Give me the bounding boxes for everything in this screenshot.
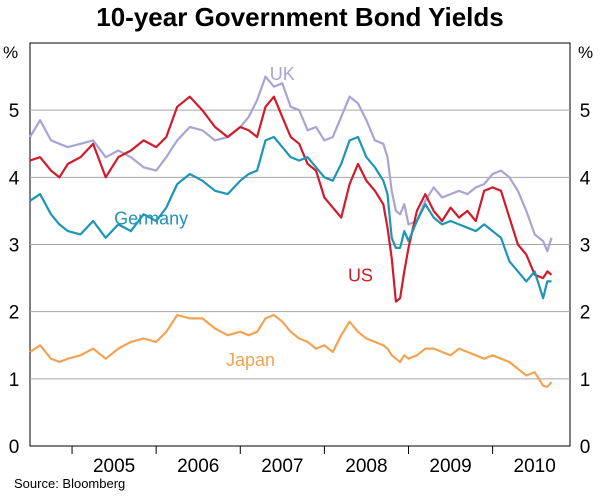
y-axis-right: 0 1 2 3 4 5 — [580, 101, 591, 458]
series-line-uk — [29, 75, 553, 253]
y-tick-label-left: 1 — [9, 370, 20, 391]
y-tick-label-left: 3 — [9, 236, 20, 257]
series-label-germany: Germany — [114, 208, 188, 228]
series-label-us: US — [348, 265, 373, 285]
x-tick-label: 2008 — [345, 456, 387, 477]
y-tick-label-right: 1 — [580, 370, 591, 391]
x-tick-label: 2007 — [261, 456, 303, 477]
series-label-uk: UK — [270, 64, 295, 84]
y-tick-label-right: 3 — [580, 236, 591, 257]
series-line-japan — [29, 313, 553, 388]
y-unit-left: % — [3, 43, 18, 62]
y-tick-label-left: 4 — [9, 168, 20, 189]
series-line-germany — [29, 135, 552, 300]
series-label-japan: Japan — [226, 350, 275, 370]
series-lines — [29, 75, 553, 388]
y-tick-label-right: 4 — [580, 168, 591, 189]
y-unit-right: % — [578, 43, 593, 62]
y-tick-label-left: 2 — [9, 303, 20, 324]
series-line-us — [29, 95, 553, 303]
x-tick-label: 2005 — [93, 456, 135, 477]
y-tick-label-left: 0 — [9, 437, 20, 458]
y-axis-left: 0 1 2 3 4 5 — [9, 101, 20, 458]
series-labels: UK Germany US Japan — [114, 64, 373, 370]
x-tick-label: 2009 — [429, 456, 471, 477]
x-tick-label: 2006 — [177, 456, 219, 477]
x-axis: 2005 2006 2007 2008 2009 2010 — [71, 446, 556, 477]
y-tick-label-right: 0 — [580, 437, 591, 458]
y-tick-label-right: 2 — [580, 303, 591, 324]
x-tick-label: 2010 — [514, 456, 556, 477]
chart-title: 10-year Government Bond Yields — [96, 2, 504, 32]
source-note: Source: Bloomberg — [14, 476, 126, 491]
y-tick-label-left: 5 — [9, 101, 20, 122]
y-tick-label-right: 5 — [580, 101, 591, 122]
